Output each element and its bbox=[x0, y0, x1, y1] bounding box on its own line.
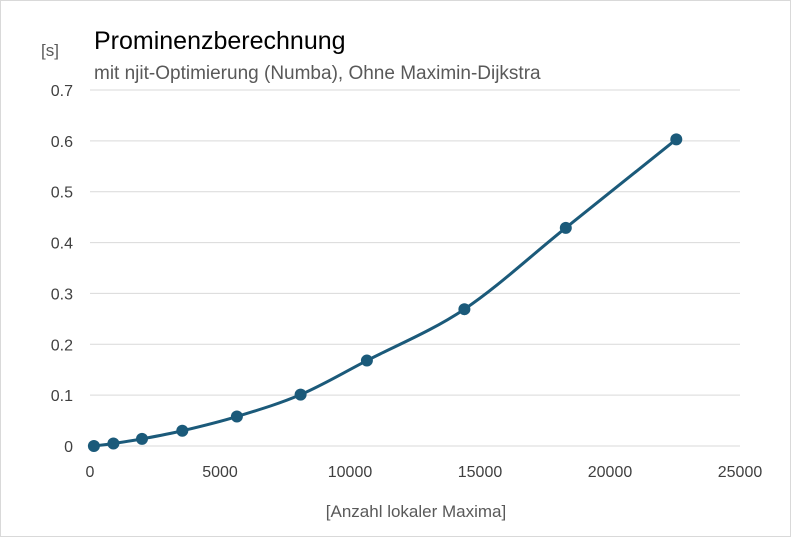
x-tick-label: 5000 bbox=[202, 464, 238, 481]
gridlines bbox=[90, 89, 740, 447]
data-points bbox=[87, 133, 683, 452]
y-tick-label: 0.3 bbox=[51, 286, 73, 303]
data-point bbox=[294, 388, 307, 401]
data-point bbox=[360, 354, 373, 367]
data-point bbox=[559, 221, 572, 234]
y-tick-label: 0 bbox=[64, 439, 73, 456]
y-tick-label: 0.5 bbox=[51, 185, 73, 202]
y-axis-label: [s] bbox=[41, 41, 59, 60]
y-tick-label: 0.1 bbox=[51, 388, 73, 405]
data-point bbox=[107, 437, 120, 450]
data-point bbox=[87, 440, 100, 452]
data-point bbox=[670, 133, 683, 146]
chart-title: Prominenzberechnung bbox=[94, 27, 346, 55]
data-point bbox=[136, 432, 148, 445]
x-tick-label: 15000 bbox=[458, 464, 503, 481]
y-tick-label: 0.6 bbox=[51, 134, 73, 151]
tick-labels: 0 0.1 0.2 0.3 0.4 0.5 0.6 0.7 0 5000 10000 15000 200… bbox=[51, 83, 763, 481]
x-tick-label: 20000 bbox=[588, 464, 633, 481]
y-tick-label: 0.7 bbox=[51, 83, 73, 100]
data-point bbox=[458, 303, 471, 316]
y-tick-label: 0.2 bbox=[51, 337, 73, 354]
x-axis-label: [Anzahl lokaler Maxima] bbox=[326, 502, 506, 521]
data-point bbox=[176, 424, 189, 437]
y-tick-label: 0.4 bbox=[51, 236, 73, 253]
series-line bbox=[92, 137, 678, 448]
data-point bbox=[230, 410, 243, 423]
x-tick-label: 25000 bbox=[718, 464, 763, 481]
chart-subtitle: mit njit-Optimierung (Numba), Ohne Maxim… bbox=[94, 63, 541, 84]
x-tick-label: 0 bbox=[86, 464, 95, 481]
x-tick-label: 10000 bbox=[328, 464, 373, 481]
